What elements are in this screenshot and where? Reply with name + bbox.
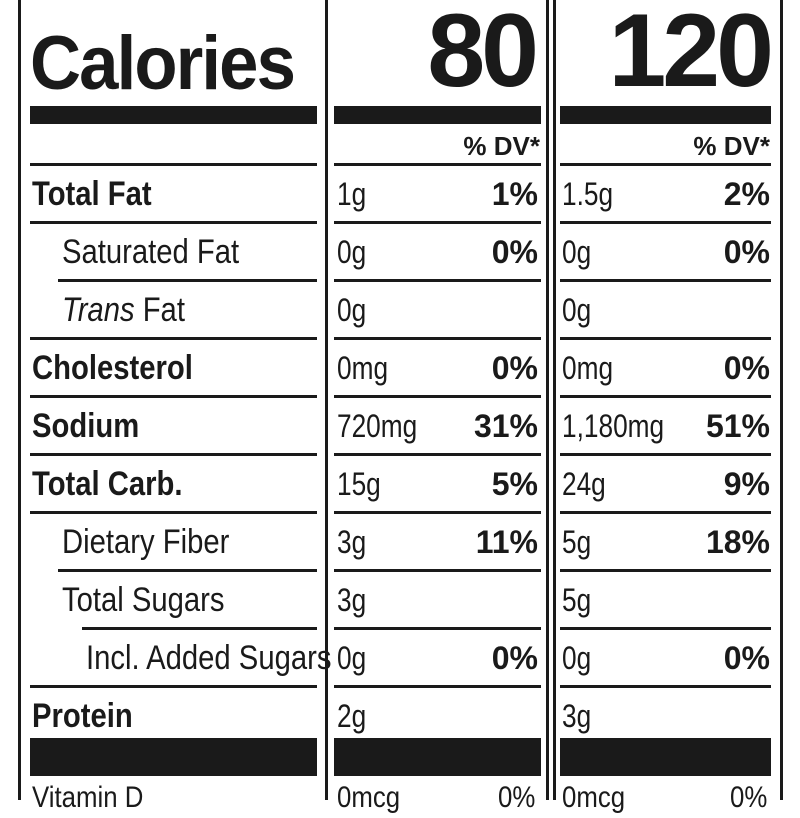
percent-dv-col2: 0% bbox=[730, 781, 768, 814]
row-divider bbox=[30, 395, 317, 398]
row-divider bbox=[560, 627, 771, 630]
row-divider bbox=[30, 511, 317, 514]
row-divider bbox=[58, 569, 317, 572]
nutrient-label-vitamin-d: Vitamin D bbox=[32, 781, 144, 814]
percent-dv-col1: 0% bbox=[498, 781, 536, 814]
percent-dv-col2: 0% bbox=[723, 234, 770, 270]
percent-dv-col1: 0% bbox=[491, 350, 538, 386]
row-divider bbox=[560, 337, 771, 340]
row-divider bbox=[58, 279, 317, 282]
percent-dv-col1: 5% bbox=[491, 466, 538, 502]
column-divider bbox=[325, 0, 328, 800]
row-divider bbox=[334, 627, 541, 630]
row-divider bbox=[560, 163, 771, 166]
row-divider bbox=[334, 279, 541, 282]
amount-col1: 1g bbox=[337, 176, 367, 212]
row-divider bbox=[560, 221, 771, 224]
nutrient-label-sodium: Sodium bbox=[32, 407, 140, 445]
row-divider bbox=[334, 453, 541, 456]
row-divider bbox=[30, 163, 317, 166]
nutrition-facts-label: Calories 80 120 % DV* % DV* Total Fat 1g… bbox=[18, 0, 783, 814]
nutrient-label-total-sugars: Total Sugars bbox=[62, 581, 225, 619]
amount-col2: 24g bbox=[562, 466, 606, 502]
nutrient-label-protein: Protein bbox=[32, 697, 133, 735]
amount-col1: 15g bbox=[337, 466, 381, 502]
thick-divider bbox=[334, 738, 541, 776]
daily-value-header-col2: % DV* bbox=[693, 131, 770, 161]
nutrient-label-trans-fat: Trans Fat bbox=[62, 282, 185, 338]
trans-fat-rest-text: Fat bbox=[134, 291, 185, 329]
row-divider bbox=[30, 453, 317, 456]
percent-dv-col2: 2% bbox=[723, 176, 770, 212]
thick-divider bbox=[560, 106, 771, 124]
nutrient-label-total-fat: Total Fat bbox=[32, 175, 152, 213]
row-divider bbox=[30, 221, 317, 224]
row-divider bbox=[30, 337, 317, 340]
amount-col2: 1,180mg bbox=[562, 408, 665, 444]
thick-divider bbox=[30, 106, 317, 124]
daily-value-header-col1: % DV* bbox=[463, 131, 540, 161]
label-border-left bbox=[18, 0, 21, 800]
amount-col2: 1.5g bbox=[562, 176, 614, 212]
nutrient-label-total-carb: Total Carb. bbox=[32, 465, 183, 503]
trans-italic-text: Trans bbox=[62, 291, 135, 329]
amount-col2: 0mg bbox=[562, 350, 614, 386]
amount-col1: 0g bbox=[337, 292, 367, 328]
row-divider bbox=[30, 685, 317, 688]
row-divider bbox=[334, 511, 541, 514]
row-divider bbox=[82, 627, 317, 630]
percent-dv-col1: 0% bbox=[491, 234, 538, 270]
row-divider bbox=[560, 569, 771, 572]
percent-dv-col2: 9% bbox=[723, 466, 770, 502]
amount-col1: 720mg bbox=[337, 408, 418, 444]
percent-dv-col2: 51% bbox=[705, 408, 770, 444]
amount-col1: 0g bbox=[337, 640, 367, 676]
row-divider bbox=[334, 569, 541, 572]
percent-dv-col1: 0% bbox=[491, 640, 538, 676]
amount-col2: 5g bbox=[562, 524, 592, 560]
amount-col2: 0g bbox=[562, 640, 592, 676]
percent-dv-col1: 1% bbox=[491, 176, 538, 212]
calories-value-col1: 80 bbox=[427, 0, 539, 109]
row-divider bbox=[560, 279, 771, 282]
row-divider bbox=[334, 685, 541, 688]
amount-col2: 0mcg bbox=[562, 781, 626, 814]
amount-col1: 3g bbox=[337, 582, 367, 618]
amount-col1: 0g bbox=[337, 234, 367, 270]
row-divider bbox=[560, 395, 771, 398]
row-divider bbox=[334, 395, 541, 398]
row-divider bbox=[560, 511, 771, 514]
row-divider bbox=[560, 453, 771, 456]
row-divider bbox=[334, 163, 541, 166]
column-divider bbox=[553, 0, 556, 800]
amount-col1: 3g bbox=[337, 524, 367, 560]
amount-col2: 5g bbox=[562, 582, 592, 618]
amount-col2: 0g bbox=[562, 292, 592, 328]
percent-dv-col2: 0% bbox=[723, 640, 770, 676]
thick-divider bbox=[334, 106, 541, 124]
nutrient-label-cholesterol: Cholesterol bbox=[32, 349, 193, 387]
percent-dv-col2: 0% bbox=[723, 350, 770, 386]
label-border-right bbox=[780, 0, 783, 800]
nutrient-label-dietary-fiber: Dietary Fiber bbox=[62, 523, 230, 561]
row-divider bbox=[560, 685, 771, 688]
row-divider bbox=[334, 337, 541, 340]
amount-col1: 2g bbox=[337, 698, 367, 734]
nutrient-label-saturated-fat: Saturated Fat bbox=[62, 233, 240, 271]
amount-col2: 0g bbox=[562, 234, 592, 270]
nutrient-label-added-sugars: Incl. Added Sugars bbox=[86, 639, 332, 677]
column-divider bbox=[546, 0, 549, 800]
percent-dv-col2: 18% bbox=[705, 524, 770, 560]
calories-label: Calories bbox=[30, 21, 296, 106]
amount-col1: 0mcg bbox=[337, 781, 401, 814]
thick-divider bbox=[30, 738, 317, 776]
amount-col1: 0mg bbox=[337, 350, 389, 386]
percent-dv-col1: 11% bbox=[475, 524, 538, 560]
percent-dv-col1: 31% bbox=[473, 408, 538, 444]
thick-divider bbox=[560, 738, 771, 776]
row-divider bbox=[334, 221, 541, 224]
amount-col2: 3g bbox=[562, 698, 592, 734]
calories-value-col2: 120 bbox=[608, 0, 774, 109]
